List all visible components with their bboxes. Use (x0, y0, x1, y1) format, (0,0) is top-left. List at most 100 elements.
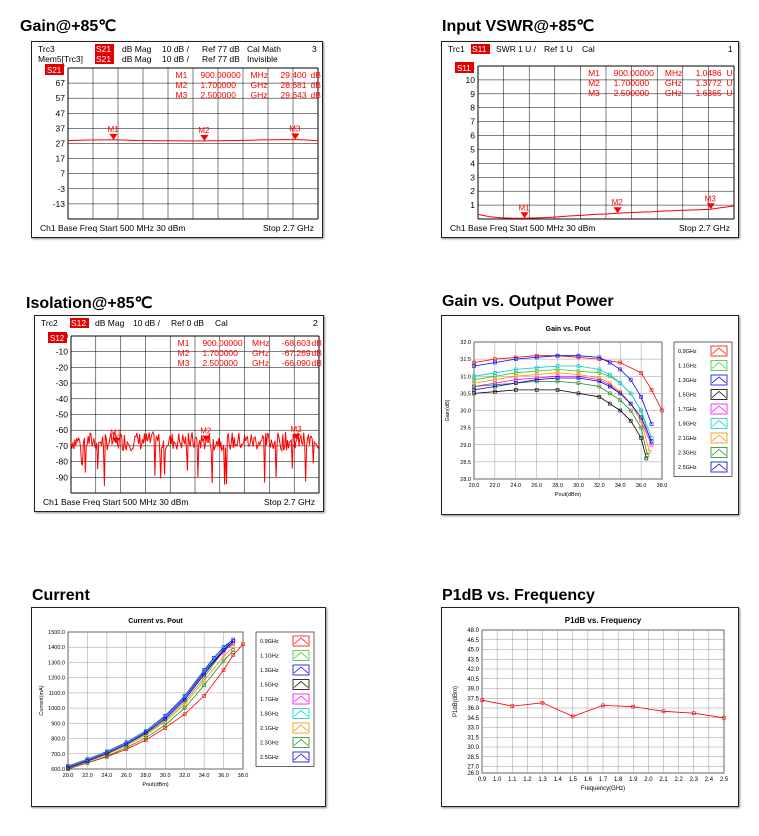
data-point (472, 388, 476, 392)
data-point (576, 372, 581, 377)
data-point (493, 377, 497, 382)
legend-label: 0.9GHz (260, 639, 279, 645)
marker-triangle (109, 133, 118, 140)
series-line (67, 646, 234, 769)
data-point (493, 389, 497, 394)
legend-swatch (292, 708, 310, 719)
data-point (570, 714, 575, 719)
legend-swatch-line (293, 666, 309, 674)
header-text: Ref 0 dB (171, 318, 204, 328)
legend-label: 2.1GHz (678, 436, 697, 442)
chart-title: Current vs. Pout (128, 618, 183, 625)
data-point (576, 391, 581, 396)
y-tick-label: -80 (56, 457, 69, 467)
legend-swatch (710, 360, 728, 371)
data-point (639, 436, 643, 440)
data-point (555, 388, 560, 392)
legend-swatch-line (711, 434, 727, 442)
marker-label: M3 (705, 194, 717, 203)
marker-value: 29.400 (281, 70, 307, 80)
marker-value: -66.090 (282, 358, 311, 368)
marker-triangle (291, 133, 300, 140)
data-point (513, 371, 518, 375)
series-line (473, 377, 652, 442)
header-text: dB Mag (122, 54, 152, 64)
data-point (649, 422, 654, 426)
y-tick-label: 47 (56, 108, 66, 118)
data-point (493, 371, 497, 375)
data-point (202, 678, 206, 683)
legend-swatch (292, 737, 310, 748)
legend-label: 1.9GHz (260, 712, 279, 718)
current-chart: Current vs. Pout 20.0 22.0 24.0 26.0 28.0 30.0… (39, 618, 315, 788)
marker-unit: MHz (252, 338, 269, 348)
marker-unit: GHz (665, 88, 682, 98)
y-tick-label: -40 (56, 394, 69, 404)
y-tick-label: 5 (470, 144, 475, 154)
x-tick-label: 22.0 (82, 773, 93, 779)
data-point (480, 698, 484, 702)
marker-unit: GHz (252, 358, 269, 368)
footer-left: Ch1 Base Freq Start 500 MHz 30 dBm (43, 497, 189, 507)
marker-value: -67.269 (282, 348, 311, 358)
marker-unit: MHz (251, 70, 268, 80)
data-point (618, 398, 623, 403)
footer-left: Ch1 Base Freq Start 500 MHz 30 dBm (450, 223, 596, 233)
y-tick-label: 42.0 (467, 667, 479, 673)
data-point (182, 706, 187, 710)
legend-swatch (292, 722, 310, 734)
y-tick-label: 26.0 (467, 771, 479, 777)
data-point (628, 401, 633, 406)
gain-vna-plot: Trc3 S21 dB Mag 10 dB / Ref 77 dB Cal Math 3 Me… (38, 44, 321, 233)
footer-left: Ch1 Base Freq Start 500 MHz 30 dBm (40, 223, 186, 233)
p1db-chart: P1dB vs. Frequency 0.9 1.0 1.1 1.2 1.3 1.4 1.5 1… (453, 616, 729, 792)
legend-swatch (710, 447, 728, 458)
data-point (639, 371, 643, 375)
param-badge (471, 44, 490, 54)
y-tick-label: 27.0 (467, 765, 479, 771)
header-text: 10 dB / (133, 318, 161, 328)
y-tick-label: 800.0 (51, 737, 65, 743)
data-point (472, 364, 476, 368)
data-point (143, 733, 148, 738)
header-text: Mem5[Trc3] (38, 54, 83, 64)
header-text: 10 dB / (162, 54, 190, 64)
y-tick-label: 31.0 (460, 374, 471, 380)
data-point (513, 388, 518, 392)
x-tick-label: 2.0 (644, 777, 653, 783)
header-text: 2 (313, 318, 318, 328)
y-tick-label: 31.5 (460, 357, 471, 363)
marker-freq: 2.500000 (202, 358, 238, 368)
marker-triangle (202, 435, 211, 442)
series-line (67, 643, 244, 770)
y-axis-label: P1dB(dBm) (453, 686, 459, 717)
ref-badge (455, 62, 474, 73)
gvp-section-title: Gain vs. Output Power (442, 293, 614, 310)
y-tick-label: 1 (470, 200, 475, 210)
legend-swatch (710, 403, 728, 415)
header-text: SWR (496, 44, 516, 54)
trace-line (67, 139, 319, 142)
series-line (67, 640, 234, 767)
marker-triangle (292, 433, 301, 440)
y-tick-label: -90 (56, 472, 69, 482)
marker-label: M1 (519, 203, 531, 212)
marker-vunit: dB (312, 358, 323, 368)
data-point (628, 408, 633, 413)
data-point (555, 353, 560, 358)
series-line (473, 365, 652, 439)
x-tick-label: 1.9 (629, 777, 638, 783)
y-tick-label: -70 (56, 441, 69, 451)
x-tick-label: 22.0 (490, 483, 501, 489)
y-tick-label: 10 (466, 75, 476, 85)
data-point (513, 374, 518, 379)
legend-swatch (292, 664, 310, 676)
x-tick-label: 20.0 (469, 483, 480, 489)
marker-label: M1 (110, 429, 122, 438)
data-point (182, 712, 187, 716)
header-text: Cal (582, 44, 595, 54)
data-point (182, 702, 187, 707)
legend-swatch-line (711, 448, 727, 456)
marker-label: M2 (200, 427, 212, 436)
data-point (493, 357, 497, 361)
